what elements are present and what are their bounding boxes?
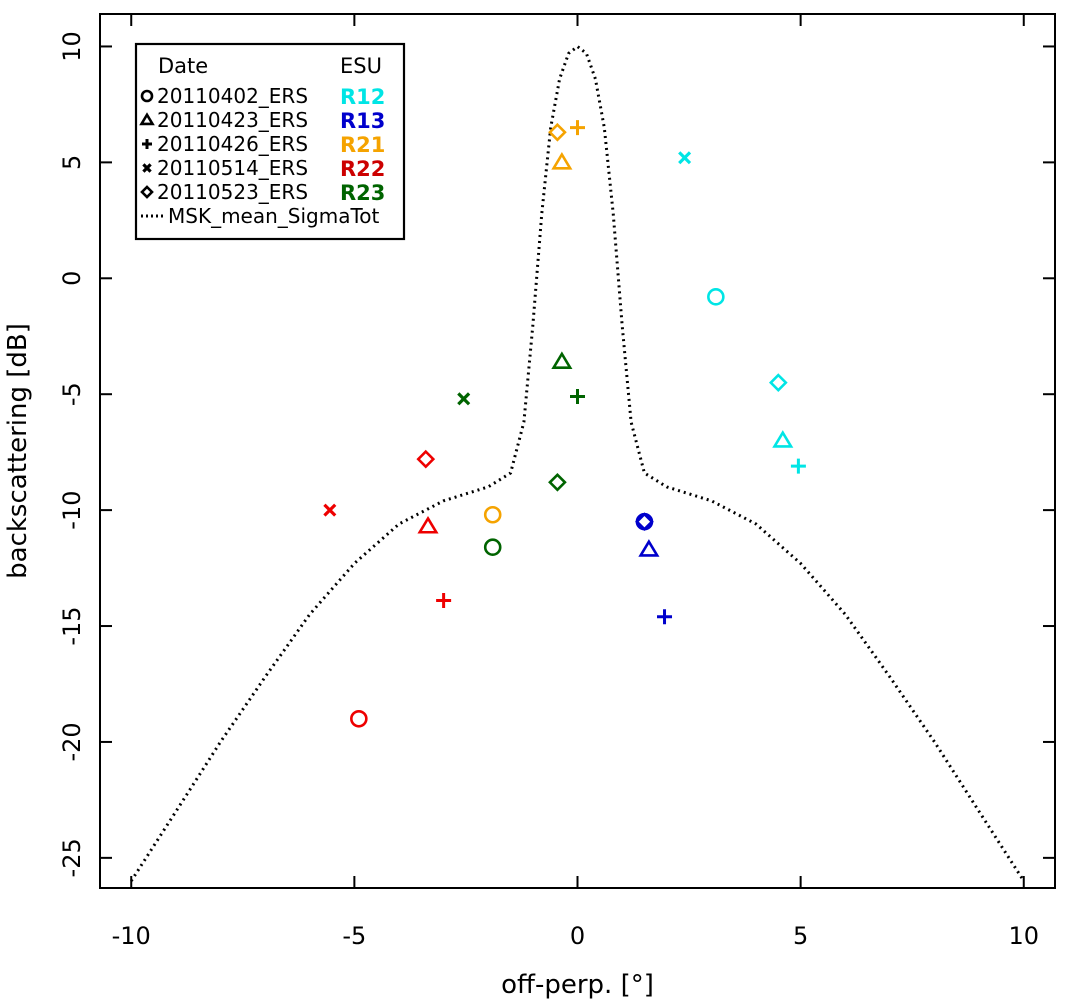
legend-esu-label-r13: R13 — [340, 109, 385, 133]
point-r22-plus — [436, 593, 452, 609]
legend-marker-diamond — [140, 185, 154, 199]
y-tick-label: 5 — [58, 155, 86, 170]
axis-layer: -10 -5 0 5 10 10 5 0 -5 -10 -15 -20 -25 — [58, 14, 1055, 950]
x-tick-label: 5 — [793, 922, 808, 950]
series-layer — [129, 45, 1026, 882]
point-r13-circle — [635, 512, 654, 531]
y-tick-label: 10 — [58, 31, 86, 62]
point-r21-circle — [483, 505, 502, 524]
y-tick-label: -20 — [58, 722, 86, 761]
point-r12-circle — [707, 288, 725, 306]
point-r23-triangle — [551, 351, 573, 369]
point-r23-diamond — [548, 472, 567, 492]
legend-date-label: 20110426_ERS — [157, 132, 308, 156]
legend-date-label: 20110514_ERS — [157, 156, 308, 180]
legend-date-label: 20110423_ERS — [157, 108, 308, 132]
legend-box — [134, 42, 406, 241]
point-r23-plus — [570, 389, 585, 405]
point-r12-diamond — [768, 373, 788, 392]
point-r13-diamond — [635, 512, 654, 532]
point-r22-diamond — [416, 449, 436, 469]
legend-esu-label-r23: R23 — [340, 181, 385, 205]
legend-marker-cross — [142, 163, 152, 173]
legend-date-label: 20110402_ERS — [157, 84, 308, 108]
point-r21-triangle — [551, 151, 573, 170]
legend-esu-label-r21: R21 — [340, 133, 385, 157]
point-r12-plus — [790, 458, 806, 474]
point-r13-plus — [657, 609, 673, 625]
y-tick-label: -5 — [58, 382, 86, 406]
point-r12-triangle — [772, 430, 794, 448]
point-r22-cross — [323, 503, 337, 517]
legend-marker-triangle — [139, 112, 155, 126]
point-r12-cross — [678, 151, 692, 165]
x-tick-label: 0 — [570, 922, 585, 950]
y-tick-label: -10 — [58, 491, 86, 530]
legend: Date ESU 20110402_ERS20110423_ERS20110426_… — [134, 42, 406, 241]
legend-date-header: Date — [158, 54, 208, 78]
point-r21-plus — [570, 120, 585, 136]
point-r22-triangle — [417, 515, 439, 534]
legend-marker-circle — [140, 89, 154, 103]
x-tick-label: 10 — [1008, 922, 1039, 950]
y-tick-label: 0 — [58, 271, 86, 286]
y-axis-title: backscattering [dB] — [3, 323, 33, 579]
x-tick-label: -5 — [342, 922, 366, 950]
legend-esu-label-r12: R12 — [340, 85, 385, 109]
x-tick-label: -10 — [112, 922, 151, 950]
legend-marker-plus — [142, 139, 152, 149]
y-tick-label: -15 — [58, 606, 86, 645]
point-r23-circle — [483, 538, 502, 557]
legend-line-label: MSK_mean_SigmaTot — [168, 204, 380, 228]
series-line-msk-mean-sigmatot — [129, 45, 1026, 882]
x-axis-title: off-perp. [°] — [501, 970, 654, 1000]
legend-date-label: 20110523_ERS — [157, 180, 308, 204]
point-r21-diamond — [548, 122, 567, 142]
y-tick-label: -25 — [58, 838, 86, 877]
legend-esu-header: ESU — [340, 54, 382, 78]
point-r13-triangle — [638, 539, 660, 557]
point-r23-cross — [457, 392, 471, 406]
points-layer — [323, 120, 806, 728]
point-r22-circle — [350, 709, 368, 728]
legend-esu-label-r22: R22 — [340, 157, 385, 181]
